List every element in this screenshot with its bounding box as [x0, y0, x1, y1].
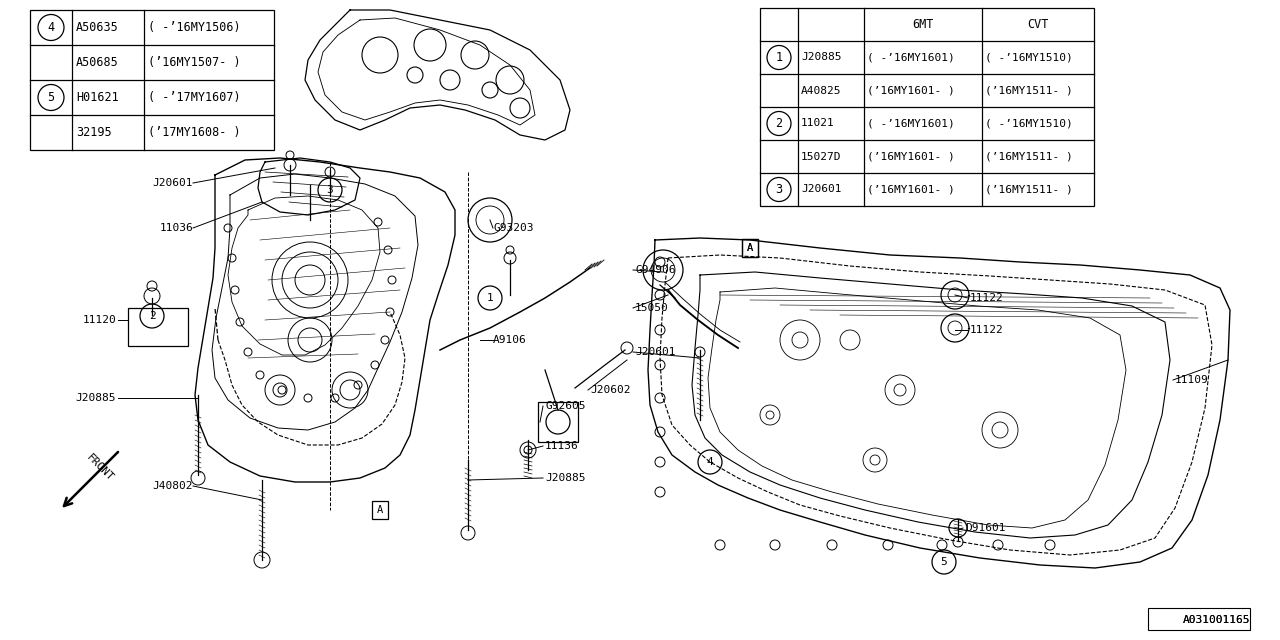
- Text: J20602: J20602: [590, 385, 631, 395]
- Bar: [372, 501, 388, 519]
- Text: (’16MY1511- ): (’16MY1511- ): [986, 184, 1073, 195]
- Text: CVT: CVT: [1028, 18, 1048, 31]
- Text: 3: 3: [776, 183, 782, 196]
- Bar: [29, 10, 274, 150]
- Text: ( -’16MY1601): ( -’16MY1601): [867, 52, 955, 63]
- Text: G93203: G93203: [493, 223, 534, 233]
- Text: 11122: 11122: [970, 325, 1004, 335]
- Text: J20601: J20601: [635, 347, 676, 357]
- Text: A: A: [376, 505, 383, 515]
- Text: 11122: 11122: [970, 293, 1004, 303]
- Bar: [1148, 608, 1251, 630]
- Text: A50635: A50635: [76, 21, 119, 34]
- Text: 2: 2: [148, 311, 155, 321]
- Text: (’17MY1608- ): (’17MY1608- ): [148, 126, 241, 139]
- Text: 2: 2: [776, 117, 782, 130]
- Text: A50685: A50685: [76, 56, 119, 69]
- Text: FRONT: FRONT: [84, 452, 115, 483]
- Text: A9106: A9106: [493, 335, 527, 345]
- Text: (’16MY1507- ): (’16MY1507- ): [148, 56, 241, 69]
- Text: 5: 5: [941, 557, 947, 567]
- Bar: [742, 239, 758, 257]
- Bar: [128, 308, 188, 346]
- Text: 11136: 11136: [545, 441, 579, 451]
- Text: 5: 5: [47, 91, 55, 104]
- Text: A031001165: A031001165: [1183, 615, 1251, 625]
- Text: 32195: 32195: [76, 126, 111, 139]
- Text: A: A: [746, 243, 753, 253]
- Text: 4: 4: [47, 21, 55, 34]
- Text: J20885: J20885: [76, 393, 116, 403]
- Text: (’16MY1511- ): (’16MY1511- ): [986, 86, 1073, 95]
- Text: A40825: A40825: [801, 86, 841, 95]
- Text: J20601: J20601: [801, 184, 841, 195]
- Text: (’16MY1601- ): (’16MY1601- ): [867, 86, 955, 95]
- Text: H01621: H01621: [76, 91, 119, 104]
- Text: A: A: [746, 243, 753, 253]
- Text: ( -’16MY1601): ( -’16MY1601): [867, 118, 955, 129]
- Text: 4: 4: [707, 457, 713, 467]
- Text: ( -’16MY1506): ( -’16MY1506): [148, 21, 241, 34]
- Text: 11036: 11036: [159, 223, 193, 233]
- Text: A031001165: A031001165: [1183, 615, 1251, 625]
- Text: J20885: J20885: [801, 52, 841, 63]
- Text: (’16MY1601- ): (’16MY1601- ): [867, 184, 955, 195]
- Text: (’16MY1601- ): (’16MY1601- ): [867, 152, 955, 161]
- Text: J20601: J20601: [152, 178, 193, 188]
- Text: 11021: 11021: [801, 118, 835, 129]
- Text: 6MT: 6MT: [913, 18, 933, 31]
- Text: D91601: D91601: [965, 523, 1006, 533]
- Text: ( -’16MY1510): ( -’16MY1510): [986, 118, 1073, 129]
- Text: 3: 3: [326, 185, 333, 195]
- Text: (’16MY1511- ): (’16MY1511- ): [986, 152, 1073, 161]
- Text: 11120: 11120: [82, 315, 116, 325]
- Text: G94906: G94906: [635, 265, 676, 275]
- Bar: [538, 402, 579, 442]
- Text: 11109: 11109: [1175, 375, 1208, 385]
- Text: J40802: J40802: [152, 481, 193, 491]
- Text: 1: 1: [486, 293, 493, 303]
- Text: 15050: 15050: [635, 303, 668, 313]
- Text: 15027D: 15027D: [801, 152, 841, 161]
- Bar: [742, 239, 758, 257]
- Text: J20885: J20885: [545, 473, 585, 483]
- Text: G92605: G92605: [545, 401, 585, 411]
- Text: ( -’17MY1607): ( -’17MY1607): [148, 91, 241, 104]
- Text: ( -’16MY1510): ( -’16MY1510): [986, 52, 1073, 63]
- Text: 1: 1: [776, 51, 782, 64]
- Bar: [760, 8, 1094, 206]
